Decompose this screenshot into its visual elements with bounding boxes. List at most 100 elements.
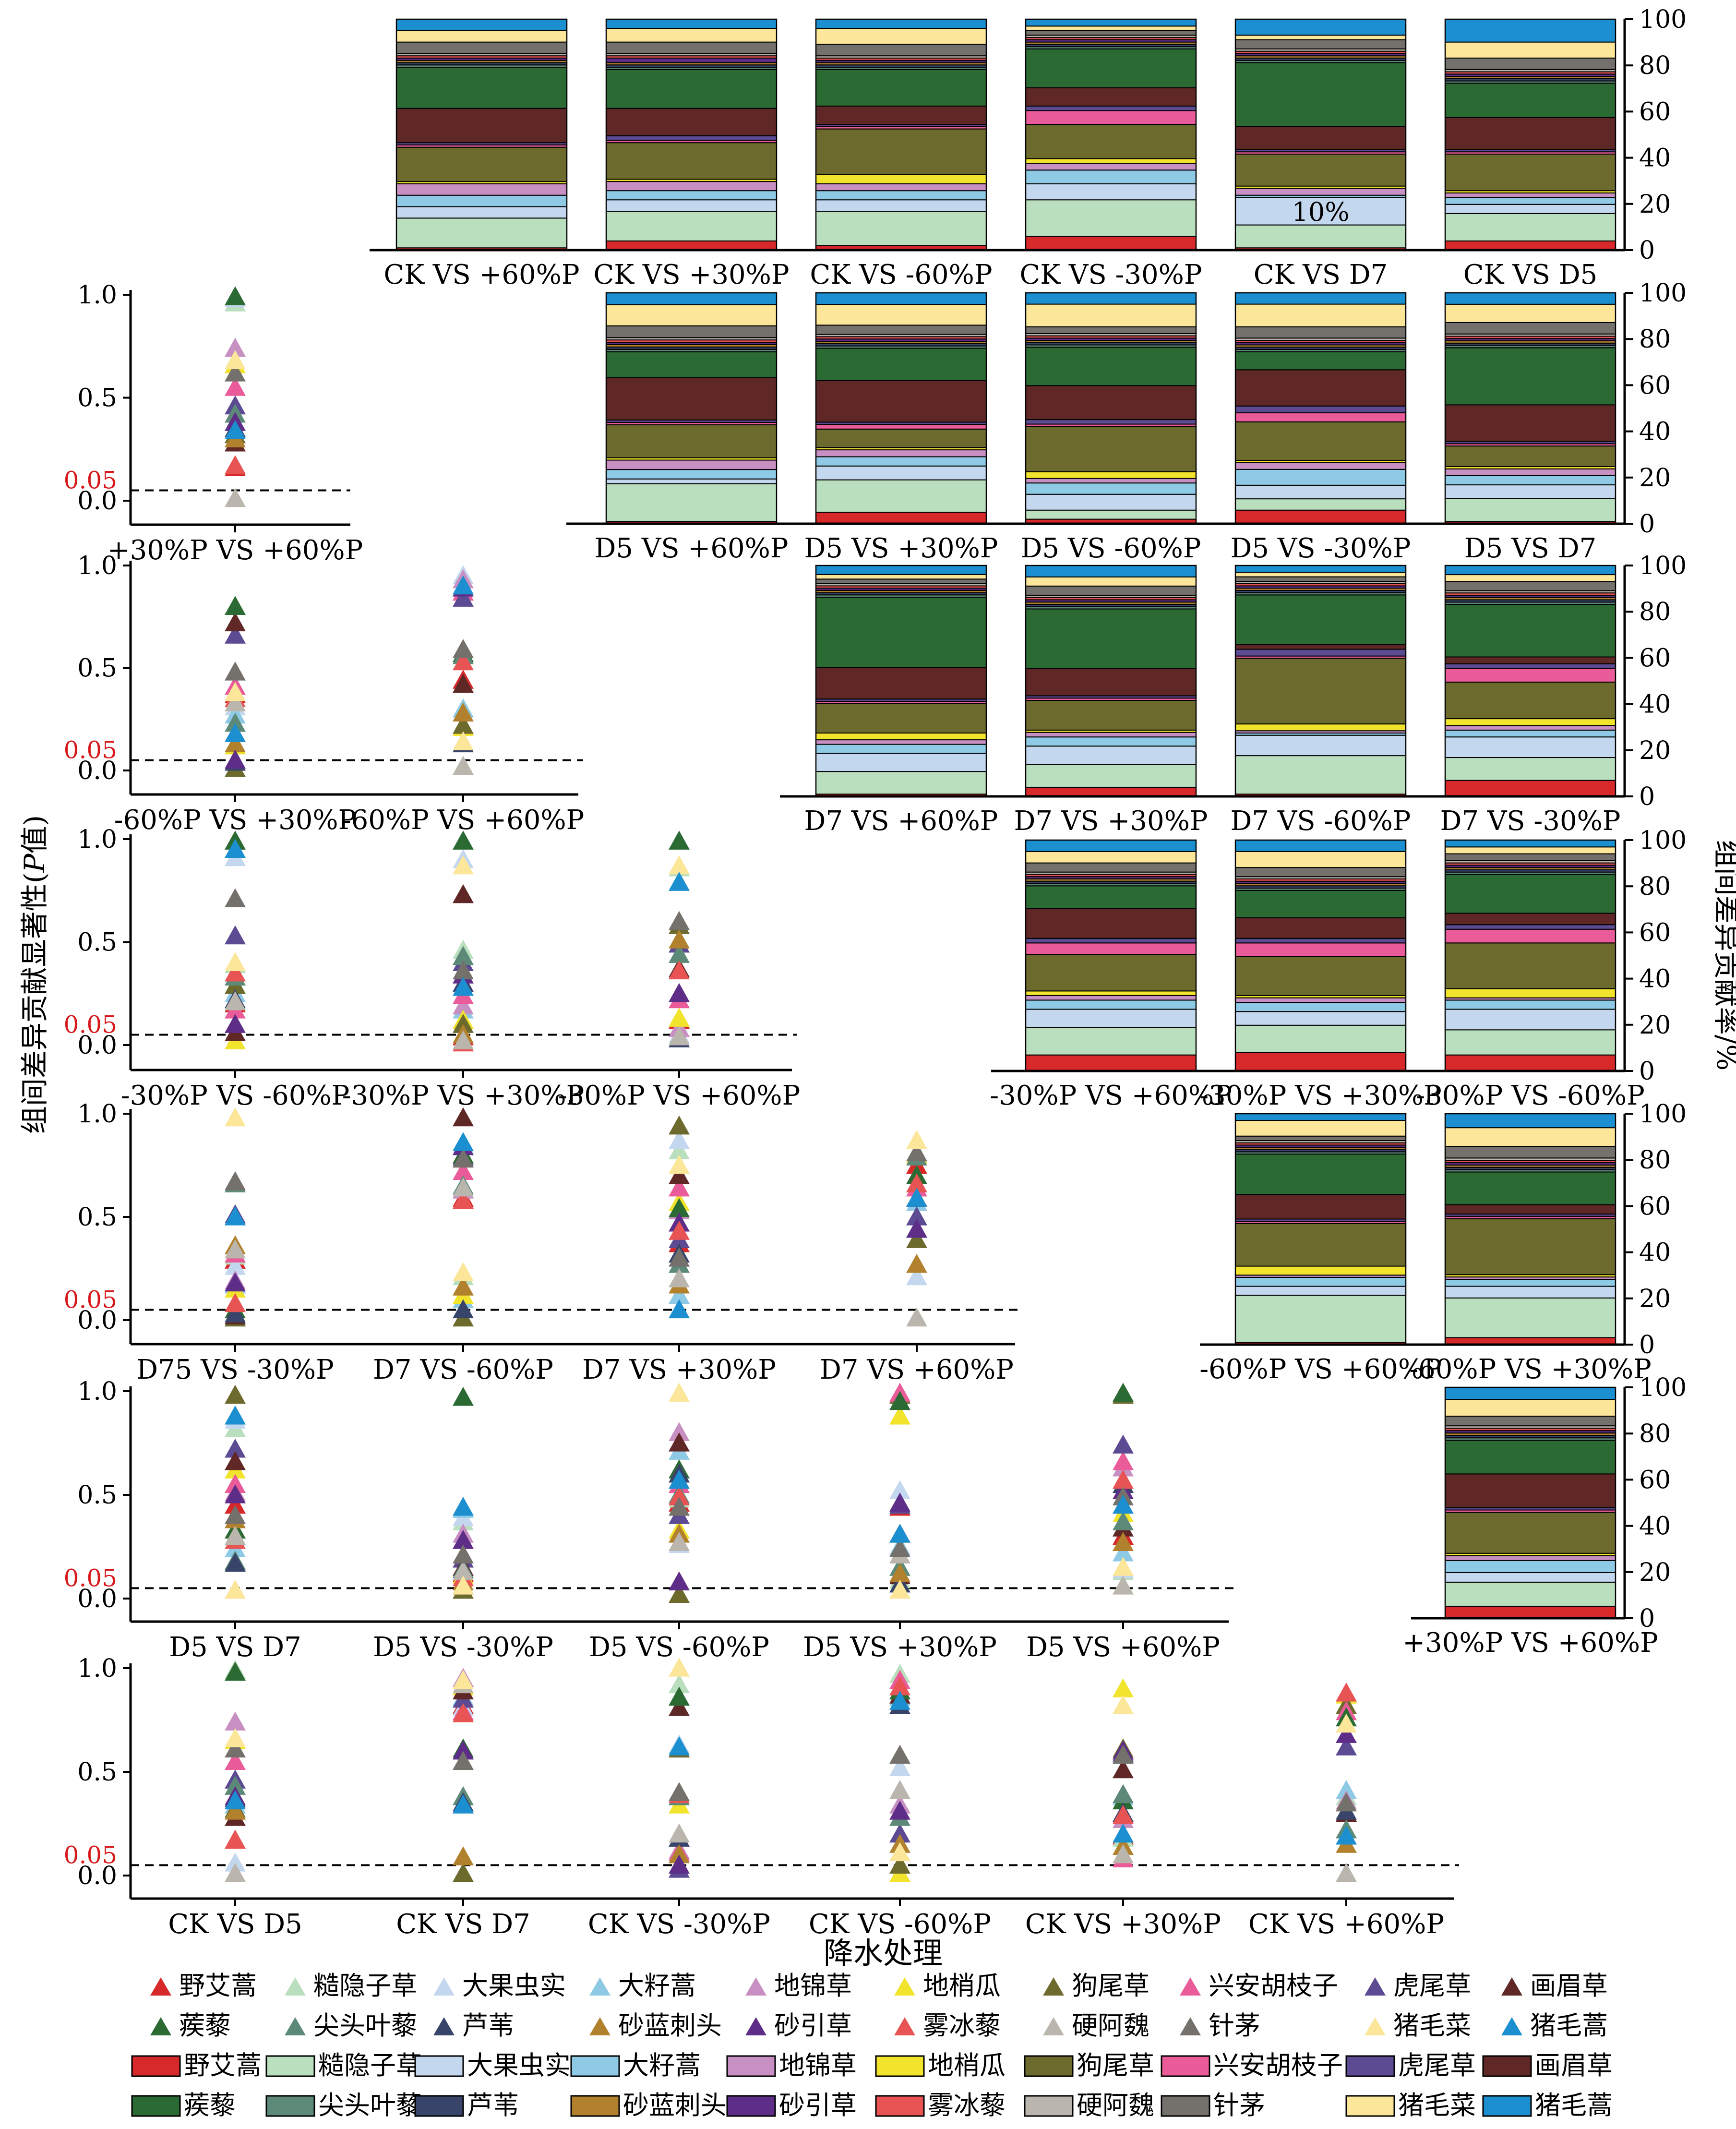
legend-item-rect: 尖头叶藜 — [265, 2090, 422, 2120]
stacked-bar — [1444, 18, 1616, 251]
stacked-bar — [815, 565, 987, 797]
p-point-猪毛菜 — [453, 1670, 474, 1689]
bar-segment-画眉草 — [1445, 1204, 1616, 1215]
bar-segment-画眉草 — [1235, 644, 1406, 650]
bar-segment-猪毛菜 — [1445, 1127, 1616, 1147]
bar-category-label: D7 VS +60%P — [804, 806, 998, 837]
bar-category-label: -30%P VS +30%P — [1199, 1080, 1442, 1111]
p-point-猪毛蒿 — [225, 1790, 246, 1810]
bar-segment-猪毛菜 — [1235, 851, 1406, 868]
p-point-兴安胡枝子 — [225, 1751, 246, 1770]
bar-segment-蒺藜 — [1445, 603, 1616, 658]
p-point-猪毛蒿 — [669, 1299, 690, 1319]
p-point-地锦草 — [453, 995, 474, 1015]
legend-label: 画眉草 — [1530, 1971, 1608, 2001]
bar-segment-猪毛菜 — [1235, 1120, 1406, 1137]
bar-segment-兴安胡枝子 — [1235, 412, 1406, 422]
bar-segment-地锦草 — [1235, 188, 1406, 196]
bar-tick-label: 0 — [1639, 1331, 1655, 1359]
bar-segment-狗尾草 — [815, 428, 987, 448]
bar-tick-label: 80 — [1639, 598, 1671, 626]
bar-segment-兴安胡枝子 — [815, 424, 987, 430]
p-point-画眉草 — [1113, 1759, 1134, 1779]
legend-triangle-猪毛蒿 — [1501, 2017, 1522, 2035]
p-point-尖头叶藜 — [453, 946, 474, 965]
threshold-label: 0.05 — [64, 1564, 117, 1592]
legend-item-rect: 糙隐子草 — [265, 2050, 422, 2081]
p-point-兴安胡枝子 — [453, 1161, 474, 1180]
bar-segment-针茅 — [1445, 853, 1616, 861]
bar-segment-猪毛蒿 — [1235, 1113, 1406, 1121]
p-point-猪毛菜 — [225, 682, 246, 701]
legend-item-rect: 大籽蒿 — [570, 2050, 701, 2081]
p-point-针茅 — [669, 911, 690, 930]
legend-label: 大籽蒿 — [618, 1971, 696, 2001]
bar-segment-针茅 — [1445, 1146, 1616, 1159]
bar-segment-针茅 — [1235, 1135, 1406, 1142]
bar-category-label: D5 VS -60%P — [1020, 533, 1201, 564]
bar-segment-猪毛蒿 — [1235, 840, 1406, 852]
scatter-tick-label: 0.0 — [77, 757, 117, 785]
p-point-硬阿魏 — [453, 1177, 474, 1197]
bar-segment-糙隐子草 — [1235, 755, 1406, 795]
p-point-猪毛菜 — [225, 1579, 246, 1599]
p-point-针茅 — [889, 1744, 910, 1764]
legend-item-rect: 大果虫实 — [414, 2050, 571, 2081]
bar-segment-野艾蒿 — [1445, 240, 1616, 251]
bar-segment-大果虫实 — [1235, 734, 1406, 757]
p-point-虎尾草 — [1336, 1736, 1357, 1756]
legend-item-rect: 砂蓝刺头 — [570, 2090, 727, 2120]
legend-item-triangle: 针茅 — [1180, 2010, 1260, 2041]
p-point-虎尾草 — [889, 1823, 910, 1843]
legend-label: 地锦草 — [779, 2050, 857, 2081]
legend-swatch-猪毛菜 — [1345, 2095, 1395, 2117]
p-point-大籽蒿 — [1336, 1780, 1357, 1799]
p-point-猪毛菜 — [225, 350, 246, 369]
bar-tick-label: 40 — [1639, 965, 1671, 994]
p-point-砂引草 — [453, 1530, 474, 1549]
bar-segment-大果虫实 — [1235, 484, 1406, 500]
p-point-针茅 — [453, 1148, 474, 1168]
bar-segment-蒺藜 — [1445, 1171, 1616, 1205]
bar-segment-蒺藜 — [606, 351, 777, 378]
p-point-狗尾草 — [669, 1584, 690, 1603]
p-point-猪毛蒿 — [453, 575, 474, 595]
p-point-猪毛蒿 — [889, 1691, 910, 1710]
legend-triangle-兴安胡枝子 — [1180, 1977, 1201, 1996]
bar-segment-狗尾草 — [606, 424, 777, 458]
p-point-猪毛蒿 — [453, 1132, 474, 1151]
legend-item-rect: 猪毛菜 — [1345, 2090, 1476, 2120]
scatter-panel--30pctP: 0.0 0.5 1.0 0.05 -30%P VS -60%P-30%P VS +30%… — [64, 825, 801, 1111]
bar-segment-针茅 — [1445, 57, 1616, 70]
bar-segment-糙隐子草 — [606, 483, 777, 522]
bar-category-label: +30%P VS +60%P — [1402, 1627, 1658, 1659]
p-point-芦苇 — [453, 1299, 474, 1319]
bar-segment-糙隐子草 — [1445, 213, 1616, 241]
bar-segment-画眉草 — [815, 380, 987, 423]
bar-segment-猪毛菜 — [1445, 303, 1616, 323]
scatter-tick-label: 1.0 — [77, 281, 117, 310]
p-point-地梢瓜 — [1113, 1678, 1134, 1697]
p-point-雾冰藜 — [225, 1829, 246, 1849]
bar-segment-猪毛蒿 — [606, 292, 777, 305]
bar-segment-糙隐子草 — [815, 479, 987, 513]
stacked-bar — [605, 18, 778, 251]
p-point-硬阿魏 — [453, 756, 474, 775]
p-point-兴安胡枝子 — [225, 377, 246, 396]
bar-segment-大果虫实 — [1025, 746, 1197, 765]
legend-swatch-糙隐子草 — [265, 2055, 315, 2077]
p-point-糙隐子草 — [669, 1140, 690, 1159]
stacked-bar — [1444, 839, 1616, 1072]
bar-segment-地梢瓜 — [1445, 718, 1616, 726]
p-point-猪毛蒿 — [889, 1524, 910, 1543]
stacked-bar — [1444, 292, 1616, 525]
bar-tick-label: 0 — [1639, 1604, 1655, 1633]
bar-segment-画眉草 — [815, 105, 987, 125]
p-point-雾冰藜 — [669, 960, 690, 980]
legend-item-triangle: 野艾蒿 — [150, 1971, 257, 2001]
bar-segment-兴安胡枝子 — [1025, 942, 1197, 955]
p-point-画眉草 — [669, 1165, 690, 1184]
bar-segment-地梢瓜 — [1235, 723, 1406, 732]
bar-segment-野艾蒿 — [815, 511, 987, 524]
